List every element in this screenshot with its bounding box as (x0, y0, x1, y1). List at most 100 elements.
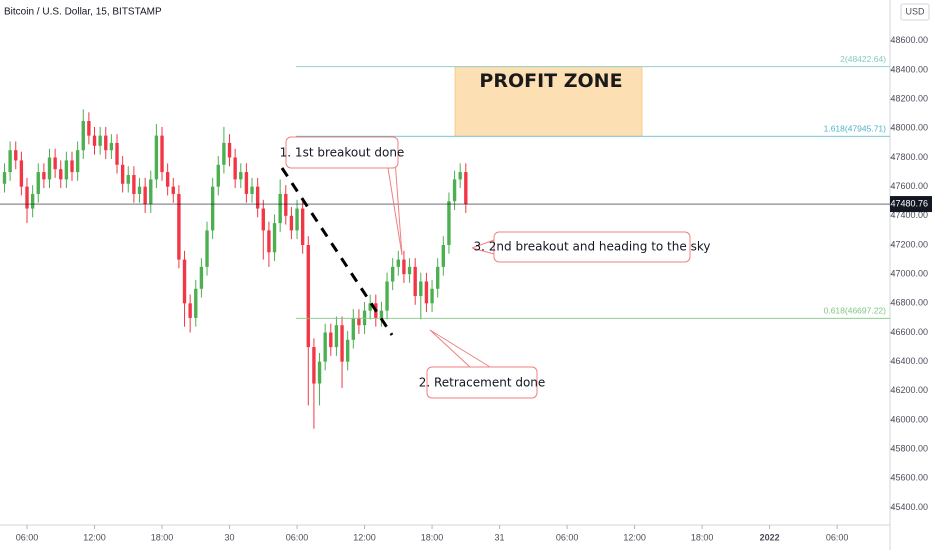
candle-body (14, 150, 18, 161)
candle-body (109, 142, 114, 151)
candle-body (278, 193, 282, 224)
callout (493, 231, 691, 263)
candle-body (312, 347, 316, 384)
candle-body (75, 150, 80, 173)
candle-body (205, 230, 209, 267)
pointer (471, 239, 495, 249)
candle-body (329, 332, 333, 348)
candle-body (306, 245, 310, 348)
candle-body (239, 172, 243, 180)
candle-body (390, 266, 395, 282)
callout (426, 366, 538, 399)
x-tick-label: 18:00 (421, 532, 444, 542)
callout (285, 136, 399, 169)
y-tick-label: 46800.00 (890, 298, 928, 308)
candle-body (36, 172, 40, 194)
currency-box (900, 3, 930, 21)
candle-body (47, 157, 52, 180)
y-tick-label: 47200.00 (890, 239, 928, 249)
candle-body (244, 172, 249, 194)
candle-body (30, 193, 35, 209)
candle-body (255, 186, 260, 209)
candle-body (216, 164, 220, 187)
price-label: 47480.76 (890, 198, 928, 208)
candle-body (379, 310, 384, 318)
candle-body (289, 215, 294, 231)
candle-body (92, 135, 97, 146)
x-tick-label: 06:00 (16, 532, 39, 542)
candle-body (132, 175, 136, 194)
candle-body (272, 223, 277, 253)
x-tick-label: 2022 (760, 532, 780, 542)
candle-body (143, 186, 147, 205)
y-tick-label: 47400.00 (890, 210, 928, 220)
y-tick-label: 46200.00 (890, 385, 928, 395)
candle-body (154, 135, 159, 180)
candle-body (362, 310, 367, 326)
candle-body (334, 325, 339, 348)
candle-body (160, 135, 164, 173)
pointer (394, 159, 403, 256)
pointer (429, 329, 491, 368)
y-tick-label: 47000.00 (890, 269, 928, 279)
chart-title: Bitcoin / U.S. Dollar, 15, BITSTAMP (4, 7, 162, 18)
candle-body (81, 121, 85, 151)
annotation: 2. Retracement done (419, 329, 546, 399)
candle-body (2, 172, 7, 184)
profit-zone (454, 66, 643, 137)
x-tick-label: 18:00 (691, 532, 714, 542)
candle-body (177, 193, 181, 260)
y-tick-label: 46600.00 (890, 327, 928, 337)
x-tick-label: 12:00 (353, 532, 376, 542)
x-tick-label: 06:00 (286, 532, 309, 542)
candle-body (402, 259, 406, 275)
x-tick-label: 06:00 (826, 532, 849, 542)
candle-body (165, 172, 170, 187)
candle-body (87, 121, 91, 136)
fib-label: 1.618(47945.71) (824, 124, 887, 134)
y-tick-label: 47600.00 (890, 181, 928, 191)
candles (2, 109, 468, 429)
price-label-box (890, 196, 932, 213)
candle-body (137, 186, 142, 194)
annotation-text: 3. 2nd breakout and heading to the sky (474, 240, 711, 254)
y-tick-label: 47800.00 (890, 152, 928, 162)
annotation: 3. 2nd breakout and heading to the sky (471, 231, 711, 263)
annotation-text: 2. Retracement done (419, 376, 546, 390)
y-tick-label: 48200.00 (890, 94, 928, 104)
candle-body (357, 317, 361, 326)
candle-body (396, 259, 400, 267)
candle-body (340, 325, 344, 362)
candle-body (98, 135, 102, 146)
candle-body (64, 160, 69, 180)
candle-body (70, 160, 74, 173)
candle-body (267, 230, 271, 253)
candle-body (19, 160, 24, 187)
candle-body (430, 288, 434, 304)
candle-body (199, 266, 204, 289)
candle-body (413, 266, 417, 297)
candle-body (424, 281, 429, 304)
candle-body (447, 201, 451, 245)
y-tick-label: 46400.00 (890, 356, 928, 366)
y-tick-label: 46000.00 (890, 414, 928, 424)
x-tick-label: 31 (495, 532, 505, 542)
annotation-text: 1. 1st breakout done (280, 146, 405, 160)
candle-body (368, 303, 372, 311)
y-tick-label: 48600.00 (890, 35, 928, 45)
candle-body (261, 208, 265, 231)
candle-body (149, 179, 153, 205)
candle-body (323, 332, 327, 362)
pointer (471, 247, 495, 255)
pointer (429, 329, 471, 368)
x-tick-label: 06:00 (556, 532, 579, 542)
candle-body (464, 172, 468, 205)
x-tick-label: 12:00 (623, 532, 646, 542)
candle-body (317, 361, 322, 384)
candle-body (419, 281, 423, 297)
fib-label: 2(48422.64) (840, 54, 886, 64)
candle-body (458, 172, 462, 180)
